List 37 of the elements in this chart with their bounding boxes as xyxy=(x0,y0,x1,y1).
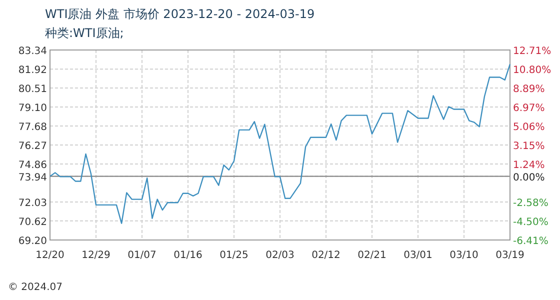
y-tick-label: 73.94 xyxy=(18,172,47,184)
x-tick-label: 02/03 xyxy=(266,250,294,261)
y2-tick-label: 1.24% xyxy=(513,160,545,171)
y-tick-label: 80.51 xyxy=(18,84,47,96)
y2-tick-label: 0.00% xyxy=(513,172,545,184)
y2-tick-label: 6.97% xyxy=(513,103,545,114)
y2-tick-label: 8.89% xyxy=(513,84,545,95)
text: © 2024.07 xyxy=(8,282,63,293)
y-tick-label: 77.68 xyxy=(18,122,47,134)
y2-tick-label: -6.41% xyxy=(513,236,548,247)
y2-tick-label: -4.50% xyxy=(513,217,548,228)
y2-tick-label: 3.15% xyxy=(513,141,545,152)
chart-subtitle: 种类:WTI原油; xyxy=(45,26,124,40)
y-tick-label: 74.86 xyxy=(18,160,47,171)
y-tick-label: 79.10 xyxy=(18,102,47,114)
y2-tick-label: -2.58% xyxy=(513,198,548,209)
y2-tick-label: 5.06% xyxy=(513,122,545,134)
x-tick-label: 03/10 xyxy=(450,250,478,261)
x-tick-label: 02/12 xyxy=(312,250,340,261)
line-series xyxy=(49,64,511,224)
x-tick-label: 02/21 xyxy=(358,250,386,261)
y-tick-label: 81.92 xyxy=(18,65,47,76)
y-tick-label: 69.20 xyxy=(18,236,47,247)
y-tick-label: 72.03 xyxy=(18,198,47,209)
x-tick-label: 01/07 xyxy=(128,250,156,261)
y2-tick-label: 12.71% xyxy=(513,46,552,57)
x-tick-label: 03/01 xyxy=(404,250,432,261)
x-tick-label: 01/16 xyxy=(174,250,202,261)
x-tick-label: 12/20 xyxy=(36,250,64,261)
x-tick-label: 01/25 xyxy=(220,250,248,261)
y-tick-label: 70.62 xyxy=(18,216,47,228)
y-tick-label: 83.34 xyxy=(18,46,47,57)
y-tick-label: 76.27 xyxy=(18,141,47,152)
chart-title: WTI原油 外盘 市场价 2023-12-20 - 2024-03-19 xyxy=(45,7,315,21)
y2-tick-label: 10.80% xyxy=(513,64,552,76)
x-tick-label: 12/29 xyxy=(82,250,110,261)
x-tick-label: 03/19 xyxy=(496,250,524,261)
